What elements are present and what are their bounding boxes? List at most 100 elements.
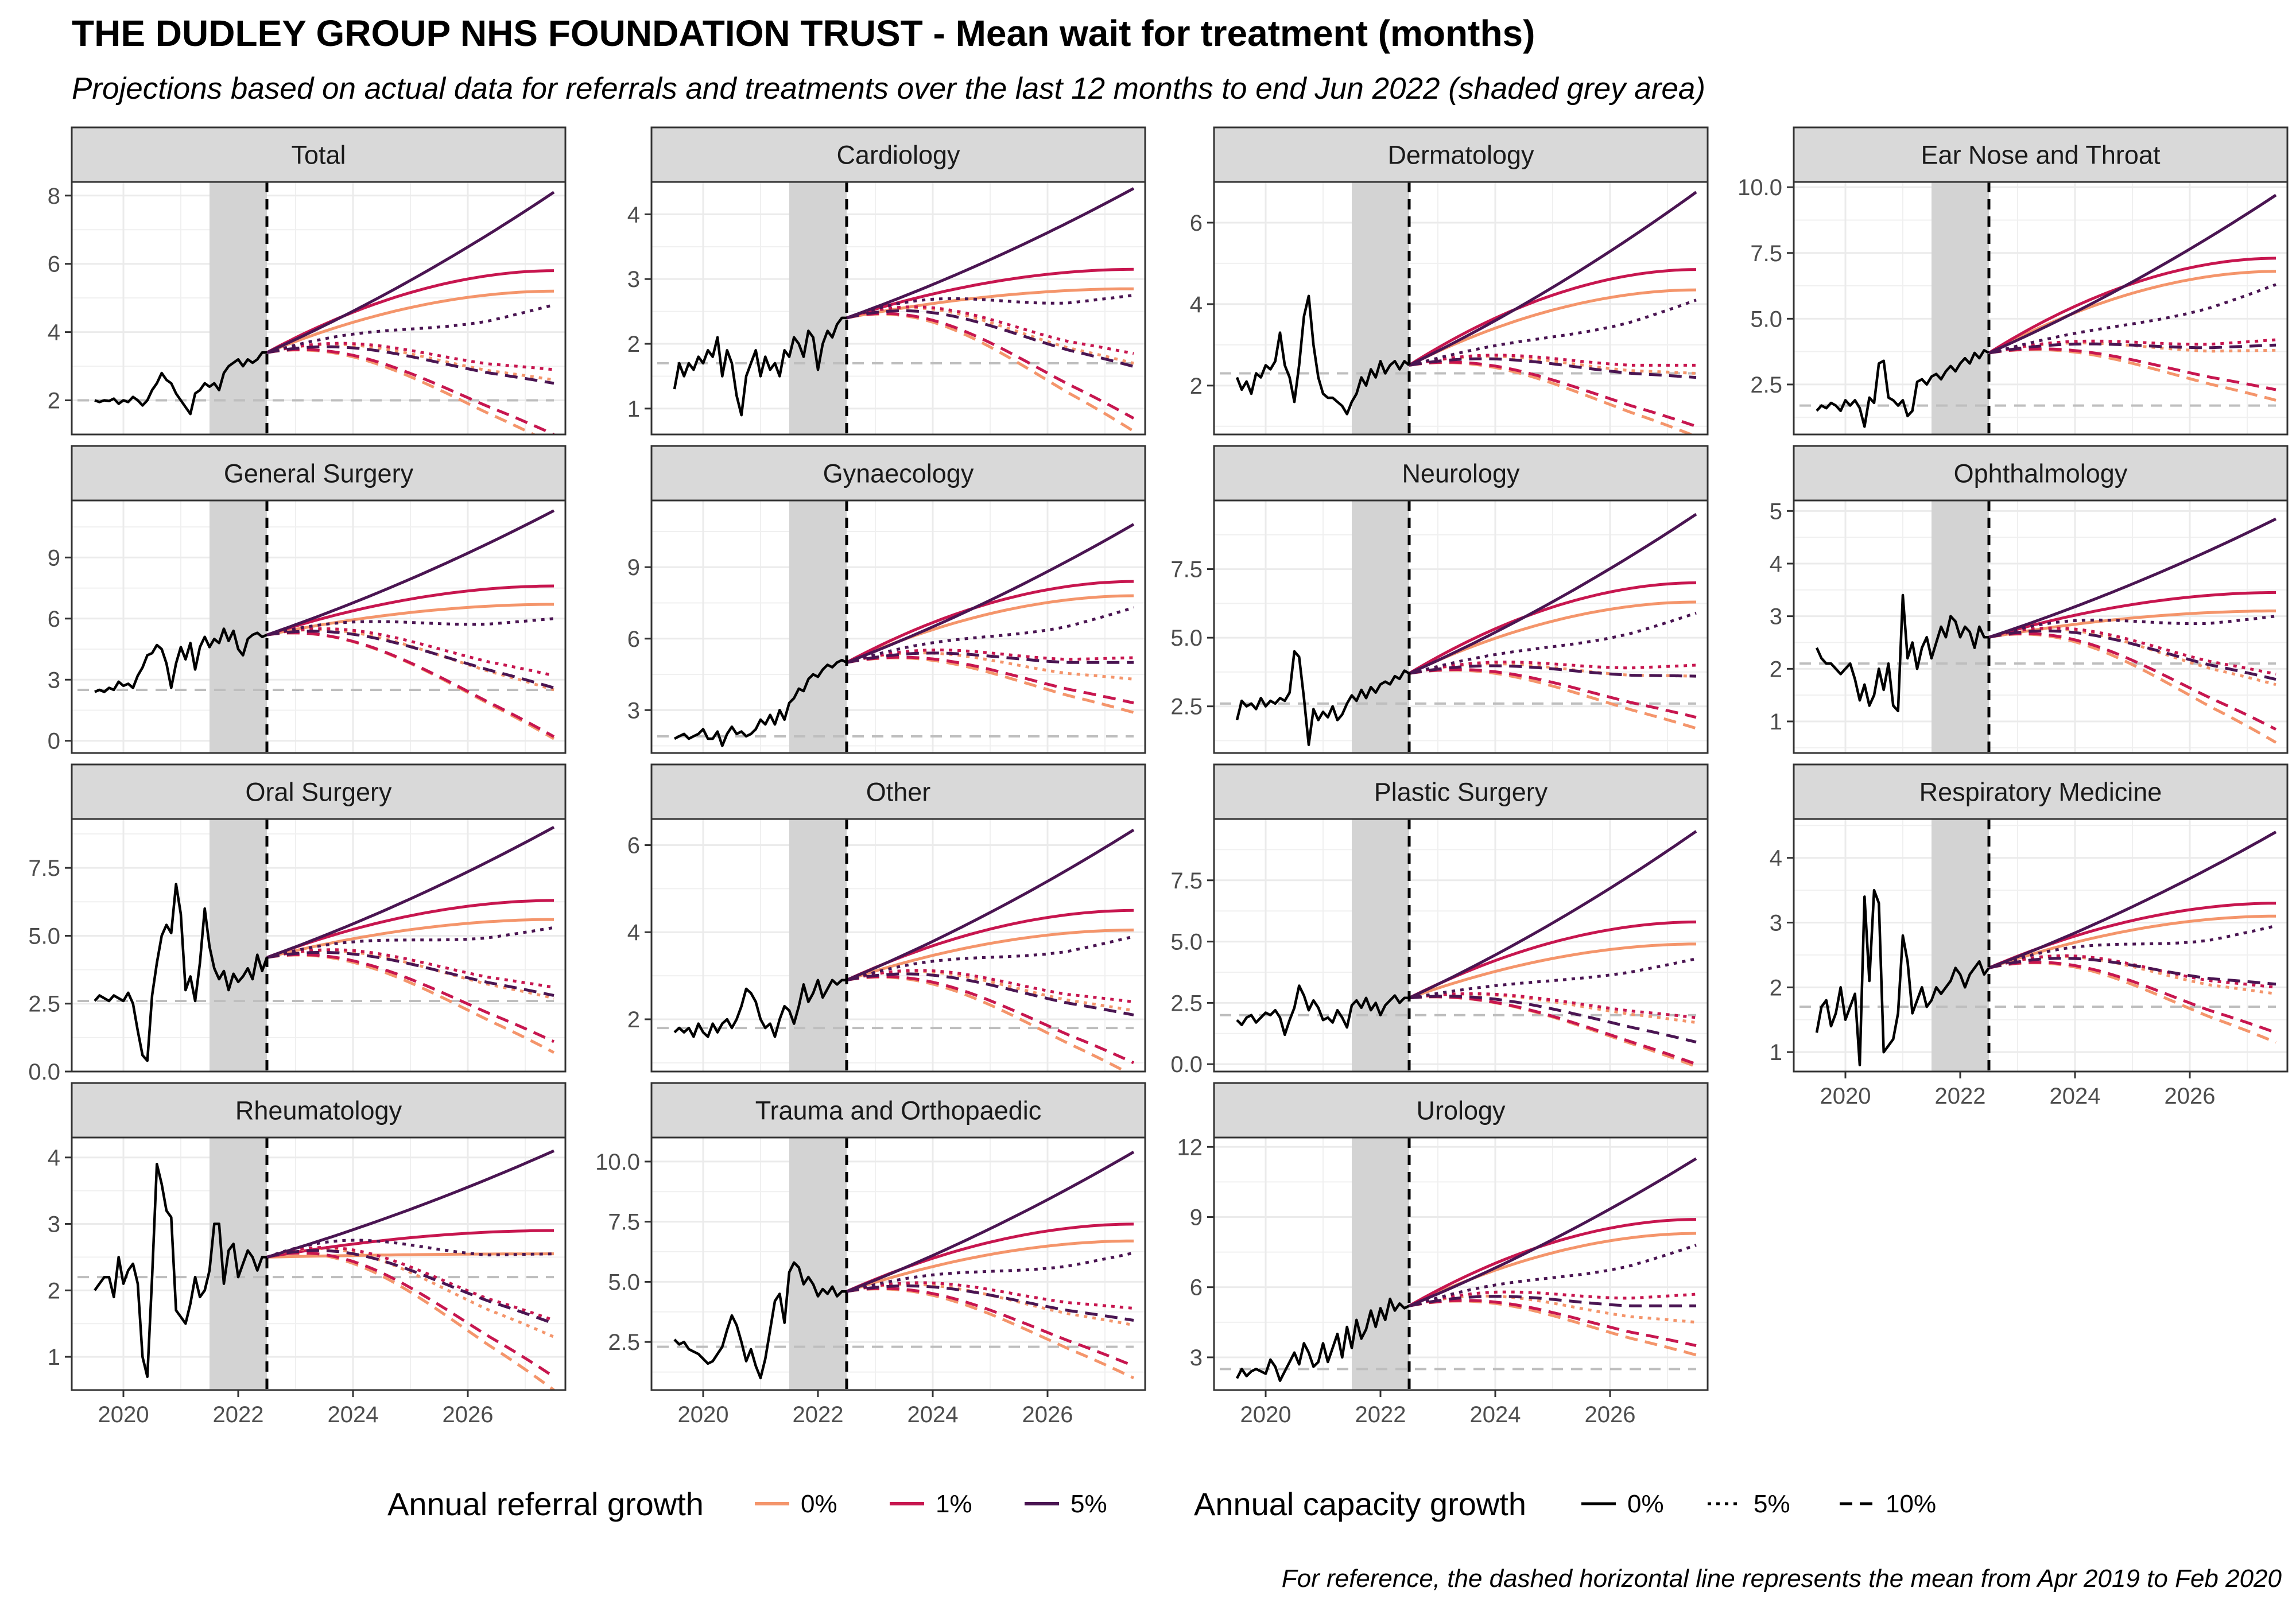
y-tick-label: 3 bbox=[1770, 604, 1782, 630]
actual-series-line bbox=[94, 351, 267, 416]
projection-ref-1-cap-0 bbox=[846, 580, 1134, 664]
projection-ref-0-cap-5 bbox=[846, 1283, 1134, 1327]
y-tick-label: 6 bbox=[1190, 1275, 1203, 1301]
y-tick-label: 4 bbox=[1190, 292, 1203, 317]
plot-area bbox=[651, 1138, 1145, 1390]
projection-ref-5-cap-10 bbox=[1988, 342, 2276, 355]
panel-ear-nose-and-throat: Ear Nose and Throat 2.5 5.0 7.5 10.0 bbox=[1737, 126, 2289, 436]
shaded-period bbox=[1352, 1138, 1409, 1390]
panel-border bbox=[1213, 818, 1709, 1073]
y-tick-label: 5.0 bbox=[28, 923, 60, 949]
actual-series-line bbox=[1235, 650, 1410, 746]
panel-border bbox=[1793, 818, 2289, 1073]
strip-label: Urology bbox=[1416, 1096, 1506, 1125]
y-tick-label: 7.5 bbox=[28, 856, 60, 881]
strip bbox=[650, 445, 1146, 502]
y-tick-label: 2.5 bbox=[1750, 372, 1782, 398]
projection-ref-1-cap-10 bbox=[1988, 347, 2276, 391]
panel-border bbox=[650, 818, 1146, 1073]
panel-dermatology: Dermatology 2 4 6 bbox=[1190, 126, 1709, 436]
chart-subtitle: Projections based on actual data for ref… bbox=[72, 72, 1705, 106]
projection-ref-1-cap-0 bbox=[1408, 581, 1697, 675]
projection-ref-0-cap-0 bbox=[1408, 288, 1697, 367]
strip bbox=[650, 763, 1146, 820]
y-tick-label: 2 bbox=[1190, 374, 1203, 399]
projection-ref-5-cap-10 bbox=[1409, 664, 1697, 678]
x-tick-label: 2026 bbox=[443, 1402, 494, 1427]
x-tick-label: 2022 bbox=[1355, 1402, 1406, 1427]
shaded-period bbox=[789, 500, 847, 753]
y-tick-label: 2.5 bbox=[1170, 694, 1203, 720]
y-tick-label: 5.0 bbox=[1750, 306, 1782, 332]
shaded-period bbox=[789, 819, 847, 1072]
actual-series-line bbox=[94, 627, 267, 693]
y-tick-label: 12 bbox=[1177, 1135, 1203, 1160]
y-tick-label: 2 bbox=[48, 389, 60, 414]
panel-plastic-surgery: Plastic Surgery 0.0 2.5 5.0 7.5 bbox=[1170, 763, 1709, 1077]
projection-ref-5-cap-0 bbox=[1988, 830, 2277, 969]
y-tick-label: 3 bbox=[627, 698, 640, 723]
y-tick-label: 4 bbox=[48, 320, 60, 346]
projection-ref-5-cap-10 bbox=[266, 345, 554, 385]
actual-series-line bbox=[94, 883, 269, 1062]
legend-capacity-label: 10% bbox=[1886, 1490, 1936, 1518]
panel-total: Total 2 4 6 8 bbox=[48, 126, 567, 436]
actual-series-line bbox=[1815, 593, 1989, 712]
facet-panels: Total2468Cardiology1234Dermatology246Ear… bbox=[28, 126, 2289, 1427]
plot-area bbox=[1794, 819, 2287, 1072]
projection-ref-5-cap-0 bbox=[846, 828, 1135, 982]
legend-capacity-label: 0% bbox=[1627, 1490, 1664, 1518]
strip bbox=[1213, 445, 1709, 502]
y-tick-label: 4 bbox=[627, 202, 640, 227]
y-tick-label: 2.5 bbox=[28, 992, 60, 1017]
projection-ref-5-cap-5 bbox=[1409, 957, 1697, 1000]
projection-ref-1-cap-10 bbox=[846, 655, 1134, 705]
y-tick-label: 2.5 bbox=[1170, 991, 1203, 1016]
y-tick-label: 7.5 bbox=[1170, 868, 1203, 894]
panel-trauma-and-orthopaedic: Trauma and Orthopaedic 2.5 5.0 7.5 10.0 2020 2… bbox=[595, 1082, 1146, 1427]
panel-border bbox=[1213, 181, 1709, 436]
projection-ref-5-cap-5 bbox=[846, 1251, 1134, 1293]
projection-ref-1-cap-0 bbox=[1988, 591, 2276, 639]
plot-area bbox=[1214, 1138, 1708, 1390]
projection-ref-1-cap-10 bbox=[846, 1287, 1134, 1368]
strip bbox=[71, 126, 567, 183]
projection-ref-5-cap-0 bbox=[846, 1150, 1135, 1293]
panel-border bbox=[650, 181, 1146, 436]
strip bbox=[650, 1082, 1146, 1139]
shaded-period bbox=[210, 182, 267, 434]
projection-ref-1-cap-5 bbox=[1988, 626, 2276, 676]
legend-capacity-title: Annual capacity growth bbox=[1194, 1486, 1526, 1522]
projection-ref-1-cap-10 bbox=[266, 953, 555, 1043]
actual-series-line bbox=[673, 316, 847, 417]
projection-ref-5-cap-0 bbox=[1408, 191, 1697, 367]
y-tick-label: 5.0 bbox=[608, 1270, 640, 1295]
projection-ref-1-cap-10 bbox=[1988, 961, 2276, 1034]
legend-referral-label: 5% bbox=[1071, 1490, 1107, 1518]
y-tick-label: 3 bbox=[1770, 911, 1782, 936]
projection-ref-1-cap-5 bbox=[1988, 954, 2276, 989]
y-tick-label: 3 bbox=[48, 667, 60, 693]
shaded-period bbox=[210, 819, 267, 1072]
legend-referral-label: 1% bbox=[936, 1490, 972, 1518]
actual-series-line bbox=[673, 1261, 847, 1380]
projection-ref-5-cap-5 bbox=[266, 1239, 554, 1259]
plot-area bbox=[651, 819, 1145, 1072]
legend-referral-label: 0% bbox=[801, 1490, 837, 1518]
projection-ref-5-cap-5 bbox=[846, 935, 1134, 982]
panel-rheumatology: Rheumatology 1 2 3 4 2020 2022 2024 2026 bbox=[48, 1082, 567, 1427]
strip-label: Respiratory Medicine bbox=[1919, 778, 2162, 807]
projection-ref-5-cap-0 bbox=[266, 1149, 555, 1259]
y-tick-label: 2 bbox=[1770, 657, 1782, 682]
plot-area bbox=[1794, 500, 2287, 753]
strip-label: Total bbox=[291, 141, 346, 170]
actual-series-line bbox=[1816, 349, 1990, 428]
shaded-period bbox=[1352, 500, 1409, 753]
projection-ref-5-cap-5 bbox=[1988, 283, 2276, 355]
strip bbox=[1793, 126, 2289, 183]
y-tick-label: 6 bbox=[48, 252, 60, 277]
x-tick-label: 2024 bbox=[1470, 1402, 1521, 1427]
panel-border bbox=[71, 499, 567, 754]
shaded-period bbox=[210, 500, 267, 753]
